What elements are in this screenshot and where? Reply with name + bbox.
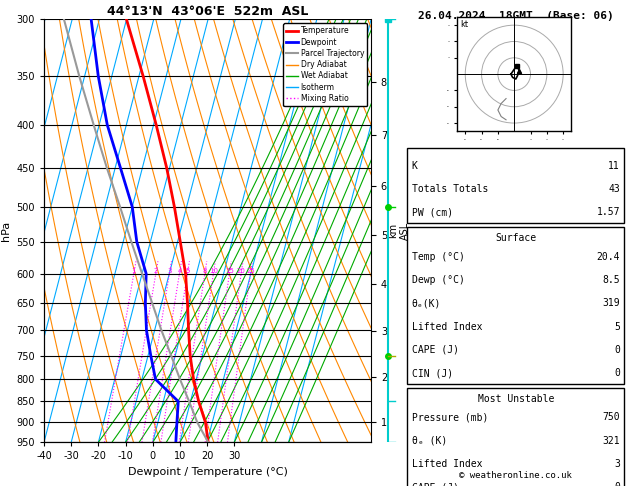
Text: 5: 5 — [614, 322, 620, 331]
Bar — [407, 148, 625, 223]
Text: 321: 321 — [603, 436, 620, 446]
Text: 319: 319 — [603, 298, 620, 308]
Text: 3: 3 — [614, 459, 620, 469]
Legend: Temperature, Dewpoint, Parcel Trajectory, Dry Adiabat, Wet Adiabat, Isotherm, Mi: Temperature, Dewpoint, Parcel Trajectory… — [283, 23, 367, 106]
Text: 8: 8 — [203, 268, 207, 274]
Text: 43: 43 — [608, 184, 620, 194]
Text: K: K — [411, 161, 418, 171]
Text: 0: 0 — [614, 483, 620, 486]
Bar — [407, 388, 625, 486]
Text: 15: 15 — [225, 268, 234, 274]
Text: Lifted Index: Lifted Index — [411, 459, 482, 469]
Text: 4: 4 — [177, 268, 182, 274]
Text: θₑ(K): θₑ(K) — [411, 298, 441, 308]
Text: CAPE (J): CAPE (J) — [411, 483, 459, 486]
Bar — [407, 227, 625, 384]
Text: 25: 25 — [246, 268, 255, 274]
Y-axis label: hPa: hPa — [1, 221, 11, 241]
Text: 2LCL: 2LCL — [486, 56, 506, 65]
Text: 0: 0 — [614, 368, 620, 378]
Text: Most Unstable: Most Unstable — [477, 394, 554, 404]
Text: 8.5: 8.5 — [603, 275, 620, 285]
Text: θₑ (K): θₑ (K) — [411, 436, 447, 446]
Text: Temp (°C): Temp (°C) — [411, 252, 464, 261]
Text: 3: 3 — [167, 268, 172, 274]
Text: 5: 5 — [185, 268, 189, 274]
Text: Pressure (mb): Pressure (mb) — [411, 413, 488, 422]
Text: 750: 750 — [603, 413, 620, 422]
Text: © weatheronline.co.uk: © weatheronline.co.uk — [459, 471, 572, 480]
Text: 1: 1 — [131, 268, 136, 274]
Text: 26.04.2024  18GMT  (Base: 06): 26.04.2024 18GMT (Base: 06) — [418, 11, 614, 21]
Text: 1.57: 1.57 — [596, 208, 620, 217]
Text: Dewp (°C): Dewp (°C) — [411, 275, 464, 285]
Text: 20.4: 20.4 — [596, 252, 620, 261]
Text: Surface: Surface — [495, 233, 537, 243]
Text: CAPE (J): CAPE (J) — [411, 345, 459, 355]
X-axis label: Dewpoint / Temperature (°C): Dewpoint / Temperature (°C) — [128, 467, 287, 477]
Text: Totals Totals: Totals Totals — [411, 184, 488, 194]
Text: Lifted Index: Lifted Index — [411, 322, 482, 331]
Text: 10: 10 — [209, 268, 218, 274]
Text: kt: kt — [460, 20, 469, 30]
Text: PW (cm): PW (cm) — [411, 208, 453, 217]
Text: 2: 2 — [153, 268, 158, 274]
Text: 0: 0 — [614, 345, 620, 355]
Y-axis label: km
ASL: km ASL — [389, 222, 410, 240]
Text: CIN (J): CIN (J) — [411, 368, 453, 378]
Title: 44°13'N  43°06'E  522m  ASL: 44°13'N 43°06'E 522m ASL — [107, 5, 308, 18]
Text: 20: 20 — [237, 268, 245, 274]
Text: 11: 11 — [608, 161, 620, 171]
